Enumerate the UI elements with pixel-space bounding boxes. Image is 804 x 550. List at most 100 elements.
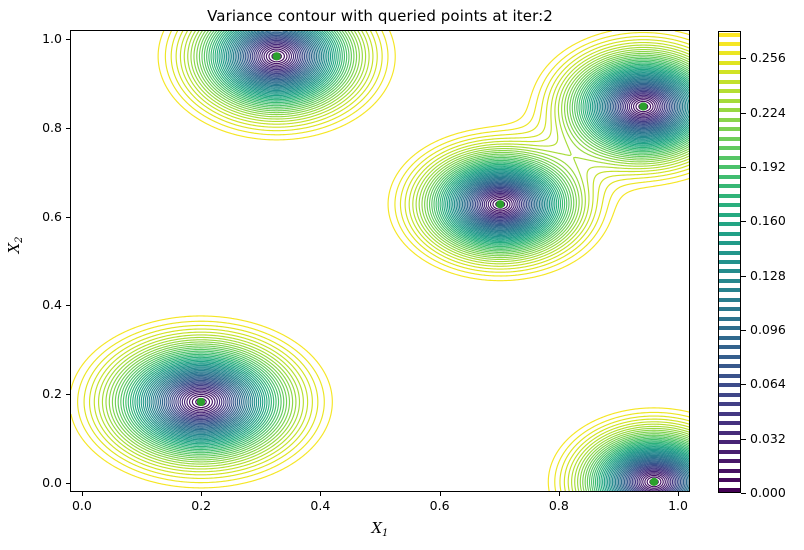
- contour-line: [142, 31, 689, 491]
- contour-line: [140, 31, 689, 491]
- contour-line: [191, 50, 662, 488]
- colorbar-level-line: [719, 127, 740, 132]
- colorbar-tick: [741, 329, 746, 331]
- colorbar-tick-label: 0.000: [750, 485, 786, 500]
- colorbar-level-line: [719, 117, 740, 122]
- contour-line: [175, 39, 675, 491]
- colorbar-level-line: [719, 155, 740, 160]
- x-tick-label: 0.4: [310, 498, 331, 513]
- x-tick-label: 0.0: [71, 498, 92, 513]
- colorbar-level-line: [719, 108, 740, 113]
- contour-line: [77, 31, 689, 491]
- colorbar-level-line: [719, 421, 740, 426]
- colorbar-level-line: [719, 288, 740, 293]
- colorbar-tick: [741, 438, 746, 440]
- colorbar-level-line: [719, 98, 740, 103]
- colorbar-level-line: [719, 184, 740, 189]
- contour-line: [136, 31, 689, 491]
- colorbar-level-line: [719, 146, 740, 151]
- colorbar-level-line: [719, 89, 740, 94]
- colorbar-level-line: [719, 241, 740, 246]
- x-tick: [201, 492, 203, 496]
- colorbar-tick: [741, 493, 746, 494]
- colorbar-level-line: [719, 41, 740, 46]
- colorbar-level-line: [719, 345, 740, 350]
- y-axis-label-var: X: [7, 242, 24, 254]
- colorbar-level-line: [719, 203, 740, 208]
- queried-point-marker: [639, 102, 648, 111]
- contour-line: [127, 31, 689, 491]
- colorbar-level-line: [719, 193, 740, 198]
- contour-line: [132, 31, 689, 491]
- contour-line: [97, 31, 689, 491]
- colorbar-level-line: [719, 383, 740, 388]
- colorbar-tick-label: 0.128: [750, 267, 786, 283]
- colorbar-level-line: [719, 278, 740, 283]
- contour-line: [161, 31, 686, 491]
- contour-line: [114, 31, 689, 491]
- y-tick-label: 1.0: [42, 30, 62, 46]
- contour-line: [88, 31, 689, 491]
- colorbar-tick-label: 0.096: [750, 321, 786, 337]
- contour-line: [186, 46, 666, 491]
- contour-line: [183, 45, 668, 491]
- contour-line: [158, 31, 689, 491]
- contour-line: [152, 31, 689, 491]
- colorbar-level-line: [719, 373, 740, 378]
- contour-line: [101, 31, 689, 491]
- colorbar-level-line: [719, 79, 740, 84]
- colorbar-tick-label: 0.224: [750, 104, 786, 120]
- contour-canvas: [71, 31, 689, 491]
- colorbar-tick-label: 0.192: [750, 158, 786, 174]
- contour-line: [165, 33, 683, 491]
- x-tick-label: 0.6: [429, 498, 450, 513]
- x-axis-label-var: X: [371, 521, 382, 537]
- colorbar-level-line: [719, 335, 740, 340]
- queried-point-marker: [196, 397, 206, 407]
- colorbar-level-line: [719, 70, 740, 75]
- x-tick: [81, 492, 83, 496]
- colorbar-level-line: [719, 364, 740, 369]
- colorbar-level-line: [719, 297, 740, 302]
- contour-line: [181, 43, 670, 491]
- colorbar-level-line: [719, 212, 740, 217]
- colorbar-level-line: [719, 316, 740, 321]
- colorbar-level-line: [719, 60, 740, 65]
- y-axis-label: X2: [7, 215, 25, 275]
- contour-line: [188, 48, 664, 489]
- colorbar-level-line: [719, 411, 740, 416]
- contour-line: [134, 31, 689, 491]
- colorbar-tick: [741, 166, 746, 168]
- colorbar-level-line: [719, 32, 740, 37]
- y-tick: [66, 305, 70, 307]
- queried-point-marker: [496, 200, 505, 209]
- x-tick-label: 0.2: [191, 498, 212, 513]
- queried-point-marker: [272, 52, 281, 61]
- contour-line: [167, 34, 682, 491]
- contour-line: [144, 31, 689, 491]
- y-tick: [66, 127, 70, 129]
- colorbar-level-line: [719, 250, 740, 255]
- colorbar-level-line: [719, 449, 740, 454]
- colorbar-tick-label: 0.256: [750, 50, 786, 66]
- colorbar-tick: [741, 58, 746, 60]
- contour-line: [163, 32, 685, 491]
- colorbar-level-line: [719, 440, 740, 445]
- colorbar-level-line: [719, 136, 740, 141]
- y-tick-label: 0.2: [42, 386, 62, 402]
- contour-line: [159, 31, 688, 491]
- colorbar-tick: [741, 275, 746, 277]
- colorbar-level-line: [719, 459, 740, 464]
- contour-line: [138, 31, 689, 491]
- contour-line: [125, 31, 689, 491]
- contour-plot-axes: [70, 30, 690, 492]
- colorbar-tick: [741, 384, 746, 386]
- contour-line: [83, 31, 689, 491]
- colorbar-tick: [741, 221, 746, 223]
- contour-line: [108, 31, 689, 491]
- colorbar-level-line: [719, 174, 740, 179]
- colorbar-level-line: [719, 269, 740, 274]
- y-tick-label: 0.0: [42, 475, 62, 491]
- contour-line: [122, 31, 689, 491]
